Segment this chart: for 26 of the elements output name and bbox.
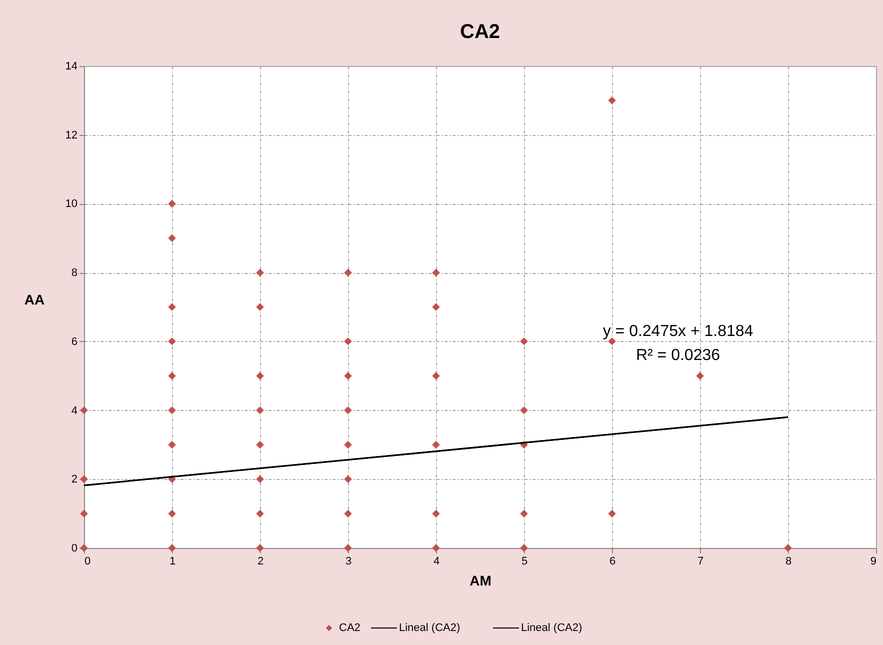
y-tick-label: 12	[65, 129, 78, 142]
annotation: y = 0.2475x + 1.8184	[602, 323, 754, 340]
x-tick-label: 3	[345, 556, 352, 568]
x-tick-label: 1	[169, 556, 176, 568]
y-tick-label: 8	[71, 267, 78, 280]
x-tick-label: 7	[697, 556, 704, 568]
y-tick-label: 4	[71, 404, 78, 417]
x-tick-label: 9	[870, 556, 876, 568]
y-tick-label: 2	[71, 474, 78, 486]
x-tick-label: 2	[257, 556, 264, 568]
y-tick-label: 10	[65, 198, 78, 210]
legend-label: Lineal (CA2)	[521, 622, 582, 634]
x-tick-label: 5	[521, 556, 528, 568]
x-tick-label: 0	[84, 556, 91, 568]
chart-title: CA2	[460, 21, 500, 43]
x-axis-title: AM	[470, 572, 492, 588]
y-tick-label: 0	[71, 542, 78, 554]
legend-label: CA2	[339, 622, 360, 634]
x-tick-label: 6	[609, 556, 616, 568]
y-tick-label: 14	[65, 60, 78, 72]
x-tick-label: 4	[433, 556, 440, 568]
legend-label: Lineal (CA2)	[399, 622, 460, 634]
x-tick-label: 8	[785, 556, 792, 568]
y-axis-title: AA	[24, 292, 45, 308]
y-tick-label: 6	[71, 336, 78, 348]
annotation: R² = 0.0236	[636, 347, 720, 364]
